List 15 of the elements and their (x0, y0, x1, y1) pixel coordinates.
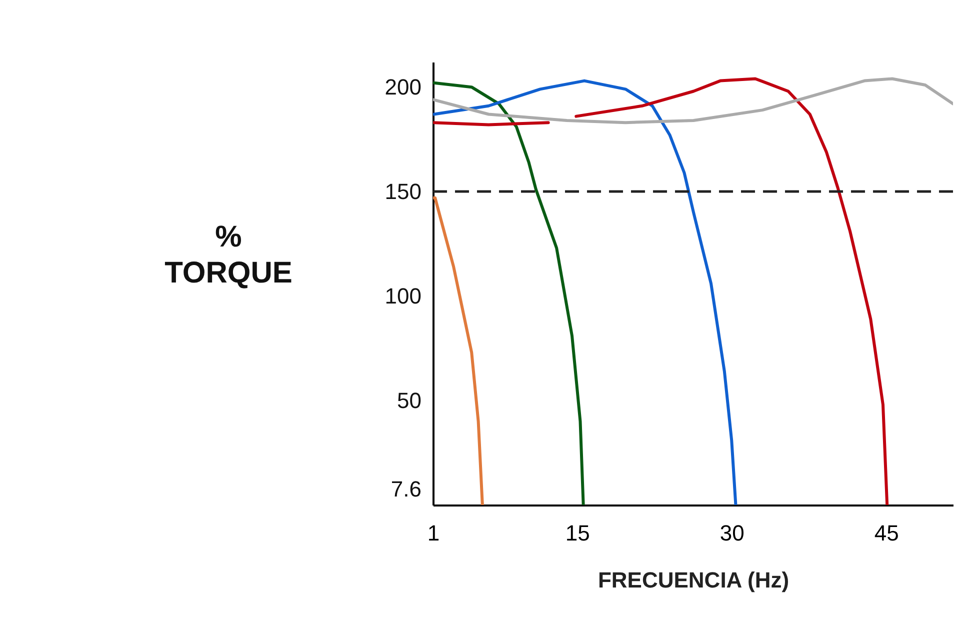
x-axis-title: FRECUENCIA (Hz) (598, 568, 790, 592)
x-tick-label: 45 (874, 520, 899, 546)
y-tick-label: 100 (384, 284, 422, 309)
line-series (433, 79, 738, 505)
x-tick-label: 1 (427, 520, 440, 546)
y-tick-label: 200 (384, 74, 422, 100)
line-series (433, 81, 585, 505)
x-tick-label: 30 (720, 520, 744, 546)
y-axis-title: % TORQUE (164, 220, 292, 290)
y-tick-label: 7.6 (390, 476, 422, 502)
x-tick-label: 15 (565, 520, 590, 546)
y-tick-label: 150 (384, 179, 422, 204)
y-tick-label: 50 (397, 388, 422, 414)
line-series (433, 77, 953, 124)
line-series (433, 196, 484, 505)
